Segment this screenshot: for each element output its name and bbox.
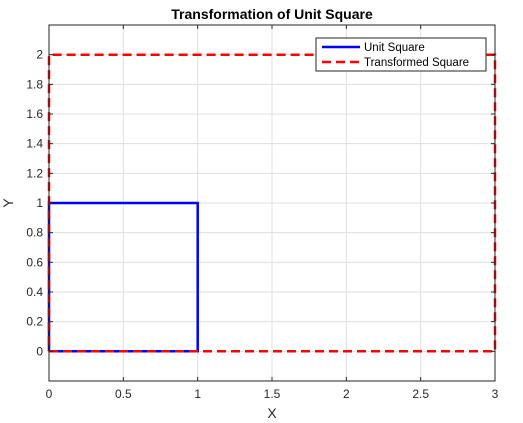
legend: Unit Square Transformed Square <box>315 37 487 72</box>
y-tick-label: 1.4 <box>26 137 43 151</box>
y-tick-label: 0 <box>36 344 43 358</box>
legend-label-unit-square: Unit Square <box>364 42 425 54</box>
y-tick-label: 0.2 <box>26 315 43 329</box>
x-axis-label: X <box>267 405 277 421</box>
y-tick-label: 2 <box>36 48 43 62</box>
y-tick-label: 0.4 <box>26 285 43 299</box>
y-tick-label: 0.8 <box>26 226 43 240</box>
y-tick-label: 0.6 <box>26 255 43 269</box>
x-tick-label: 0 <box>46 387 53 401</box>
x-tick-label: 3 <box>492 387 499 401</box>
x-tick-label: 0.5 <box>115 387 132 401</box>
legend-box <box>315 37 487 72</box>
y-tick-label: 1.2 <box>26 166 43 180</box>
y-tick-label: 1.6 <box>26 107 43 121</box>
ticks <box>48 25 496 381</box>
x-tick-label: 1 <box>194 387 201 401</box>
legend-label-transformed-square: Transformed Square <box>364 57 469 69</box>
x-tick-label: 1.5 <box>264 387 281 401</box>
tick-labels: 0 0.5 1 1.5 2 2.5 3 0 0.2 0.4 0.6 0.8 1 1.2 1.4 1.6 1.8 2 <box>26 48 498 401</box>
x-tick-label: 2.5 <box>412 387 429 401</box>
y-tick-label: 1 <box>36 196 43 210</box>
x-tick-label: 2 <box>343 387 350 401</box>
y-tick-label: 1.8 <box>26 77 43 91</box>
y-axis-label: Y <box>0 198 16 208</box>
chart-title: Transformation of Unit Square <box>171 6 373 22</box>
